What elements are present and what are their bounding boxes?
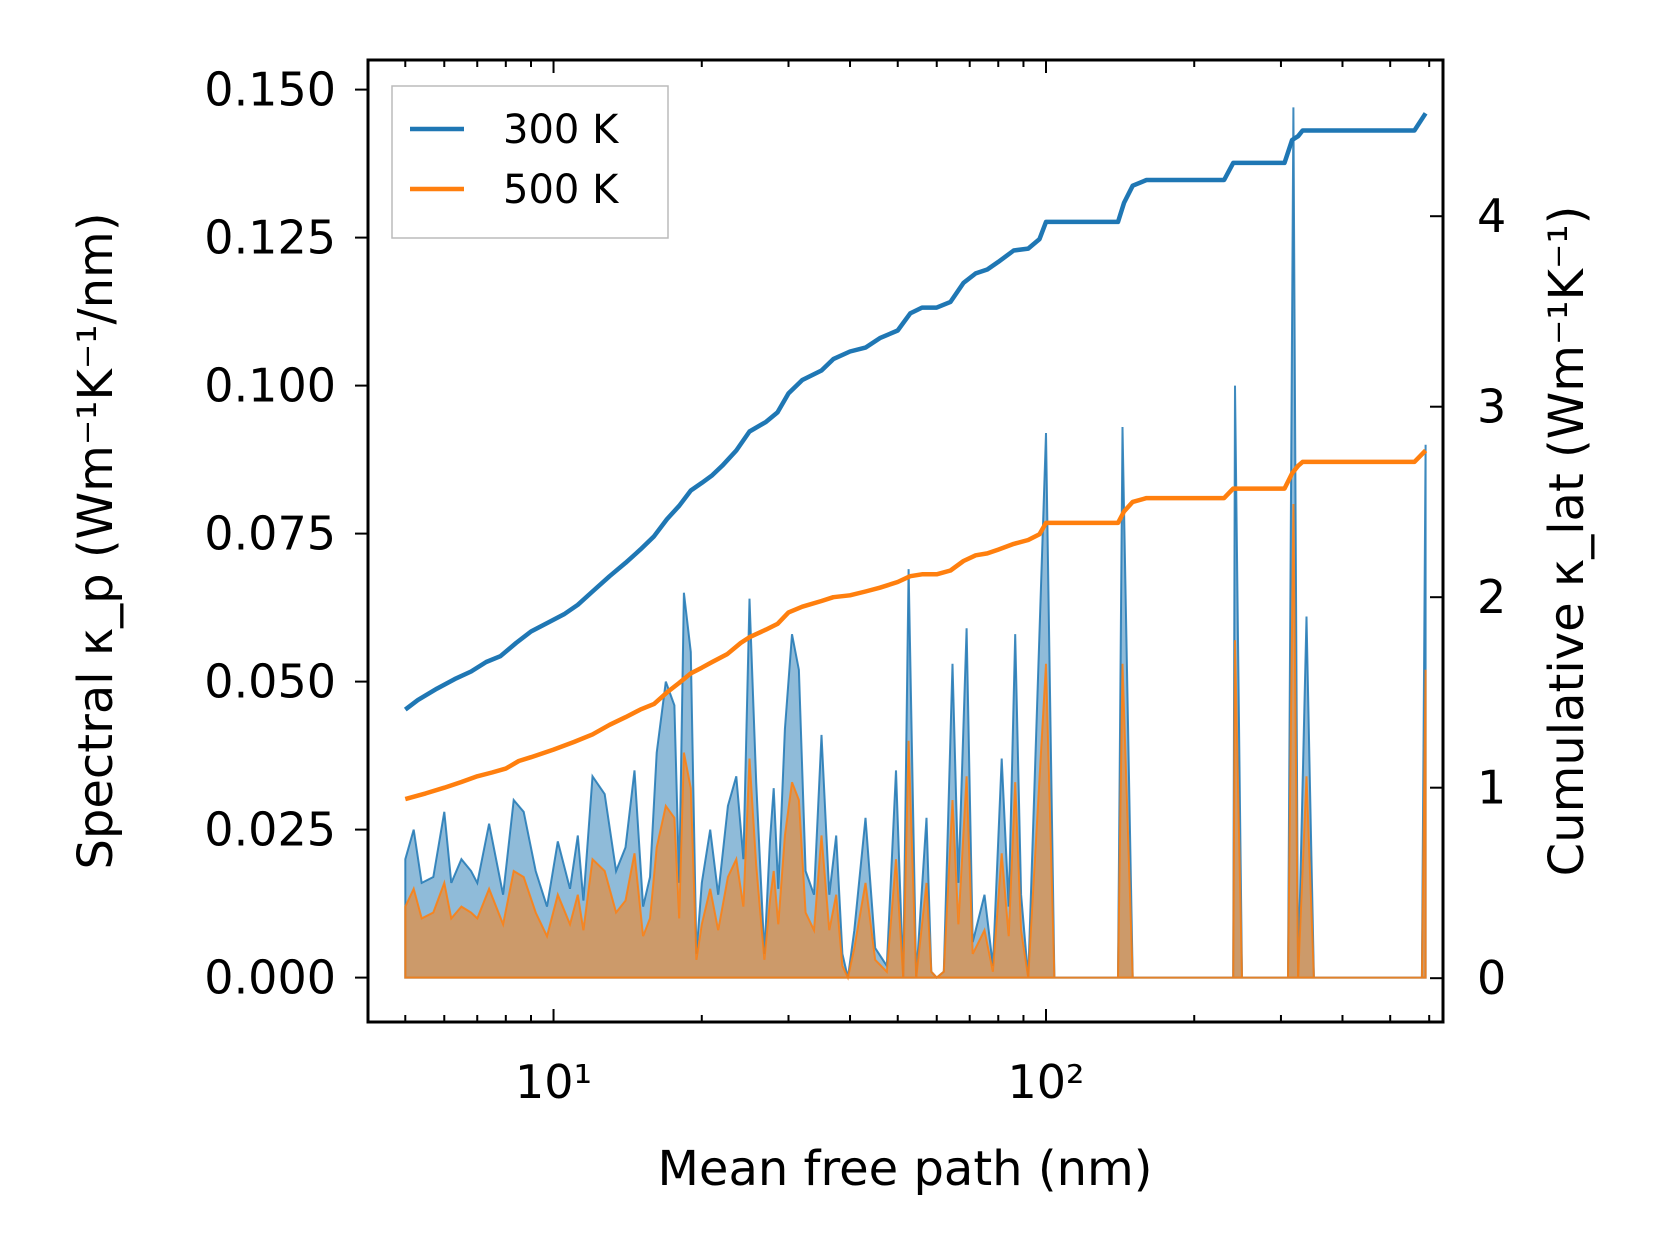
y-right-tick-label: 0 — [1477, 951, 1506, 1005]
spectral-fill-0 — [405, 107, 1426, 978]
y-right-axis-title: Cumulative κ_lat (Wm⁻¹K⁻¹) — [1539, 206, 1595, 877]
y-left-tick-label: 0.075 — [204, 507, 336, 561]
x-tick-label: 10² — [1007, 1055, 1084, 1109]
y-left-tick-label: 0.100 — [204, 359, 336, 413]
y-right-tick-label: 2 — [1477, 570, 1506, 624]
y-left-tick-label: 0.050 — [204, 655, 336, 709]
y-left-axis-title: Spectral κ_p (Wm⁻¹K⁻¹/nm) — [68, 212, 124, 869]
cumulative-line-0 — [403, 112, 1428, 712]
y-right-tick-label: 1 — [1477, 761, 1506, 815]
legend-label-500k: 500 K — [503, 167, 620, 213]
spectral-fill-1 — [405, 504, 1426, 978]
data-lines — [403, 112, 1428, 802]
plot-frame — [366, 58, 1445, 1024]
y-left-tick-label: 0.150 — [204, 63, 336, 117]
legend-box — [391, 85, 669, 239]
y-left-tick-label: 0.025 — [204, 803, 336, 857]
y-left-tick-label: 0.000 — [204, 951, 336, 1005]
y-right-tick-label: 3 — [1477, 380, 1506, 434]
legend-label-300k: 300 K — [503, 107, 620, 153]
x-tick-label: 10¹ — [515, 1055, 592, 1109]
cumulative-line-1 — [404, 448, 1428, 802]
axis-ticks — [355, 60, 1443, 1022]
y-left-tick-label: 0.125 — [204, 211, 336, 265]
y-right-tick-label: 4 — [1477, 189, 1506, 243]
spectral-edge-1 — [404, 503, 1427, 981]
x-axis-title: Mean free path (nm) — [658, 1141, 1153, 1197]
legend: 300 K 500 K — [391, 85, 669, 239]
tick-labels: 10¹ 10² 0.000 0.025 0.050 0.075 0.100 0.125 0.15… — [204, 63, 1506, 1109]
